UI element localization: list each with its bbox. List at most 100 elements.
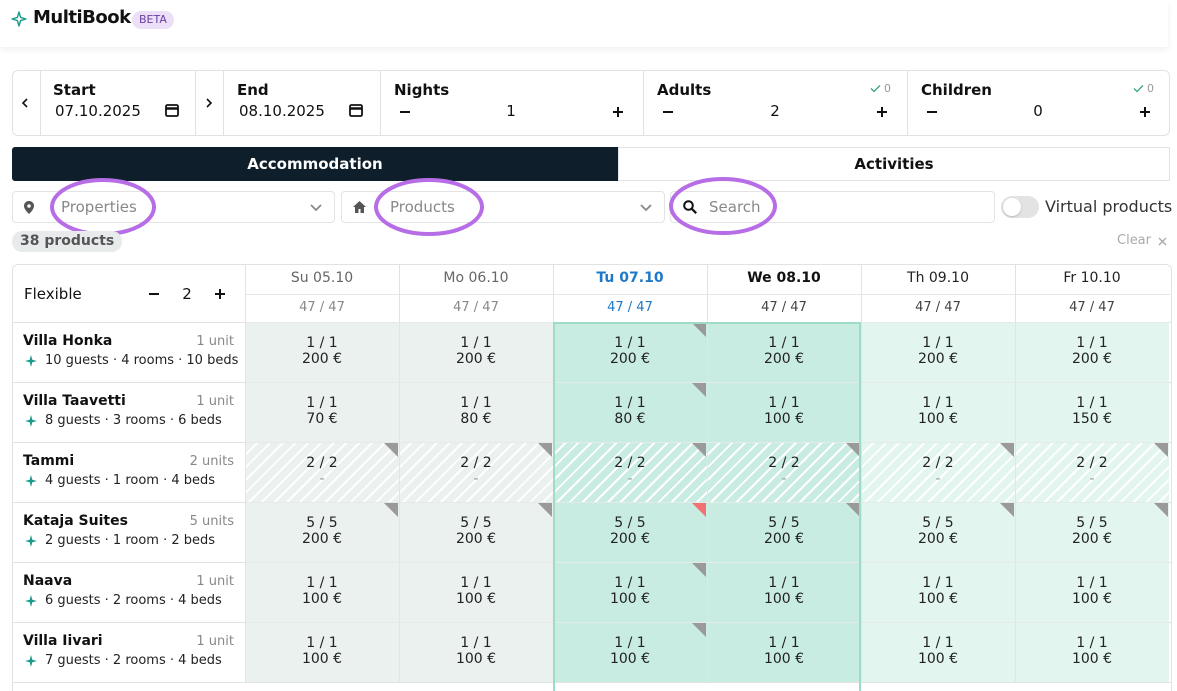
- availability-cell[interactable]: [1015, 382, 1169, 442]
- availability-cell[interactable]: [861, 562, 1015, 622]
- adults-value: 2: [770, 102, 780, 120]
- properties-select: Properties: [61, 198, 137, 216]
- availability-cell[interactable]: [553, 502, 707, 562]
- availability-cell[interactable]: [245, 322, 399, 382]
- day-label[interactable]: We 08.10: [747, 270, 821, 286]
- calendar-frame: [12, 264, 1172, 691]
- product-icon: [25, 355, 37, 367]
- decrement[interactable]: [662, 106, 674, 118]
- filter-box[interactable]: [12, 191, 335, 223]
- cell-availability: 1 / 1: [460, 395, 492, 411]
- availability-cell[interactable]: [245, 502, 399, 562]
- clear-icon[interactable]: [1158, 237, 1167, 246]
- availability-cell[interactable]: [861, 382, 1015, 442]
- availability-cell[interactable]: [861, 442, 1015, 502]
- cell-availability: 1 / 1: [1076, 335, 1108, 351]
- availability-cell[interactable]: [1015, 562, 1169, 622]
- day-label[interactable]: Tu 07.10: [596, 270, 664, 286]
- availability-cell[interactable]: [399, 622, 553, 682]
- search-icon: [683, 200, 697, 214]
- product-icon: [25, 655, 37, 667]
- day-label[interactable]: Th 09.10: [907, 270, 969, 286]
- availability-cell[interactable]: [861, 622, 1015, 682]
- prev-date[interactable]: [21, 98, 28, 108]
- availability-cell[interactable]: [1015, 442, 1169, 502]
- availability-cell[interactable]: [245, 442, 399, 502]
- product-name[interactable]: Villa Iivari: [23, 633, 103, 649]
- product-name[interactable]: Villa Taavetti: [23, 393, 126, 409]
- check-icon: [1133, 85, 1144, 93]
- cell-availability: 1 / 1: [768, 635, 800, 651]
- increment[interactable]: [214, 288, 226, 300]
- availability-cell[interactable]: [1015, 322, 1169, 382]
- product-icon: [25, 595, 37, 607]
- availability-cell[interactable]: [1015, 622, 1169, 682]
- availability-cell[interactable]: [707, 502, 861, 562]
- dropdown-chevron-shape: [310, 204, 322, 212]
- product-icon: [25, 475, 37, 487]
- availability-cell[interactable]: [861, 502, 1015, 562]
- pin-icon: [24, 201, 34, 214]
- calendar-icon[interactable]: [349, 103, 363, 117]
- availability-cell[interactable]: [399, 442, 553, 502]
- calendar-icon[interactable]: [165, 103, 179, 117]
- decrement[interactable]: [148, 288, 160, 300]
- availability-cell[interactable]: [553, 622, 707, 682]
- cell-price: 100 €: [917, 411, 959, 427]
- availability-cell[interactable]: [399, 502, 553, 562]
- availability-cell[interactable]: [399, 322, 553, 382]
- column-divider: [861, 264, 862, 322]
- availability-cell[interactable]: [245, 382, 399, 442]
- end-input[interactable]: 08.10.2025: [239, 102, 325, 120]
- availability-cell[interactable]: [1015, 502, 1169, 562]
- availability-cell[interactable]: [707, 382, 861, 442]
- availability-cell[interactable]: [399, 382, 553, 442]
- availability-cell[interactable]: [707, 442, 861, 502]
- availability-cell[interactable]: [245, 622, 399, 682]
- availability-cell[interactable]: [399, 562, 553, 622]
- next-date[interactable]: [206, 98, 213, 108]
- column-divider: [553, 264, 554, 322]
- increment[interactable]: [612, 106, 624, 118]
- cell-price: 100 €: [763, 591, 805, 607]
- search-input: Search: [709, 198, 761, 216]
- product-name[interactable]: Kataja Suites: [23, 513, 128, 529]
- cell-availability: 1 / 1: [1076, 575, 1108, 591]
- cell-availability: 1 / 1: [922, 575, 954, 591]
- tab[interactable]: Activities: [618, 147, 1170, 181]
- decrement[interactable]: [399, 106, 411, 118]
- divider: [223, 70, 224, 136]
- product-units: 1 unit: [196, 634, 234, 649]
- column-divider: [707, 264, 708, 322]
- product-icon: [25, 415, 37, 427]
- day-label[interactable]: Fr 10.10: [1063, 270, 1121, 286]
- increment[interactable]: [1139, 106, 1151, 118]
- tab-active[interactable]: Accommodation: [12, 147, 618, 181]
- product-name[interactable]: Naava: [23, 573, 73, 589]
- product-name[interactable]: Tammi: [23, 453, 75, 469]
- start-input[interactable]: 07.10.2025: [55, 102, 141, 120]
- children-label: Children: [921, 81, 992, 99]
- day-label[interactable]: Mo 06.10: [443, 270, 509, 286]
- availability-cell[interactable]: [553, 442, 707, 502]
- availability-cell[interactable]: [245, 562, 399, 622]
- availability-cell[interactable]: [553, 562, 707, 622]
- cell-price: -: [1089, 471, 1095, 487]
- increment[interactable]: [876, 106, 888, 118]
- divider: [643, 70, 644, 136]
- home-icon-shape: [353, 201, 366, 213]
- cell-availability: 1 / 1: [614, 335, 646, 351]
- virtual-products-label: Virtual products: [1045, 197, 1173, 216]
- availability-cell[interactable]: [707, 562, 861, 622]
- cell-price: 100 €: [1071, 651, 1113, 667]
- filter-box[interactable]: [341, 191, 665, 223]
- availability-cell[interactable]: [707, 622, 861, 682]
- availability-cell[interactable]: [861, 322, 1015, 382]
- decrement[interactable]: [926, 106, 938, 118]
- cell-availability: 1 / 1: [306, 635, 338, 651]
- clear-button[interactable]: Clear: [1117, 233, 1151, 248]
- availability-cell[interactable]: [707, 322, 861, 382]
- product-name[interactable]: Villa Honka: [23, 333, 113, 349]
- availability-cell[interactable]: [553, 382, 707, 442]
- day-label[interactable]: Su 05.10: [290, 270, 354, 286]
